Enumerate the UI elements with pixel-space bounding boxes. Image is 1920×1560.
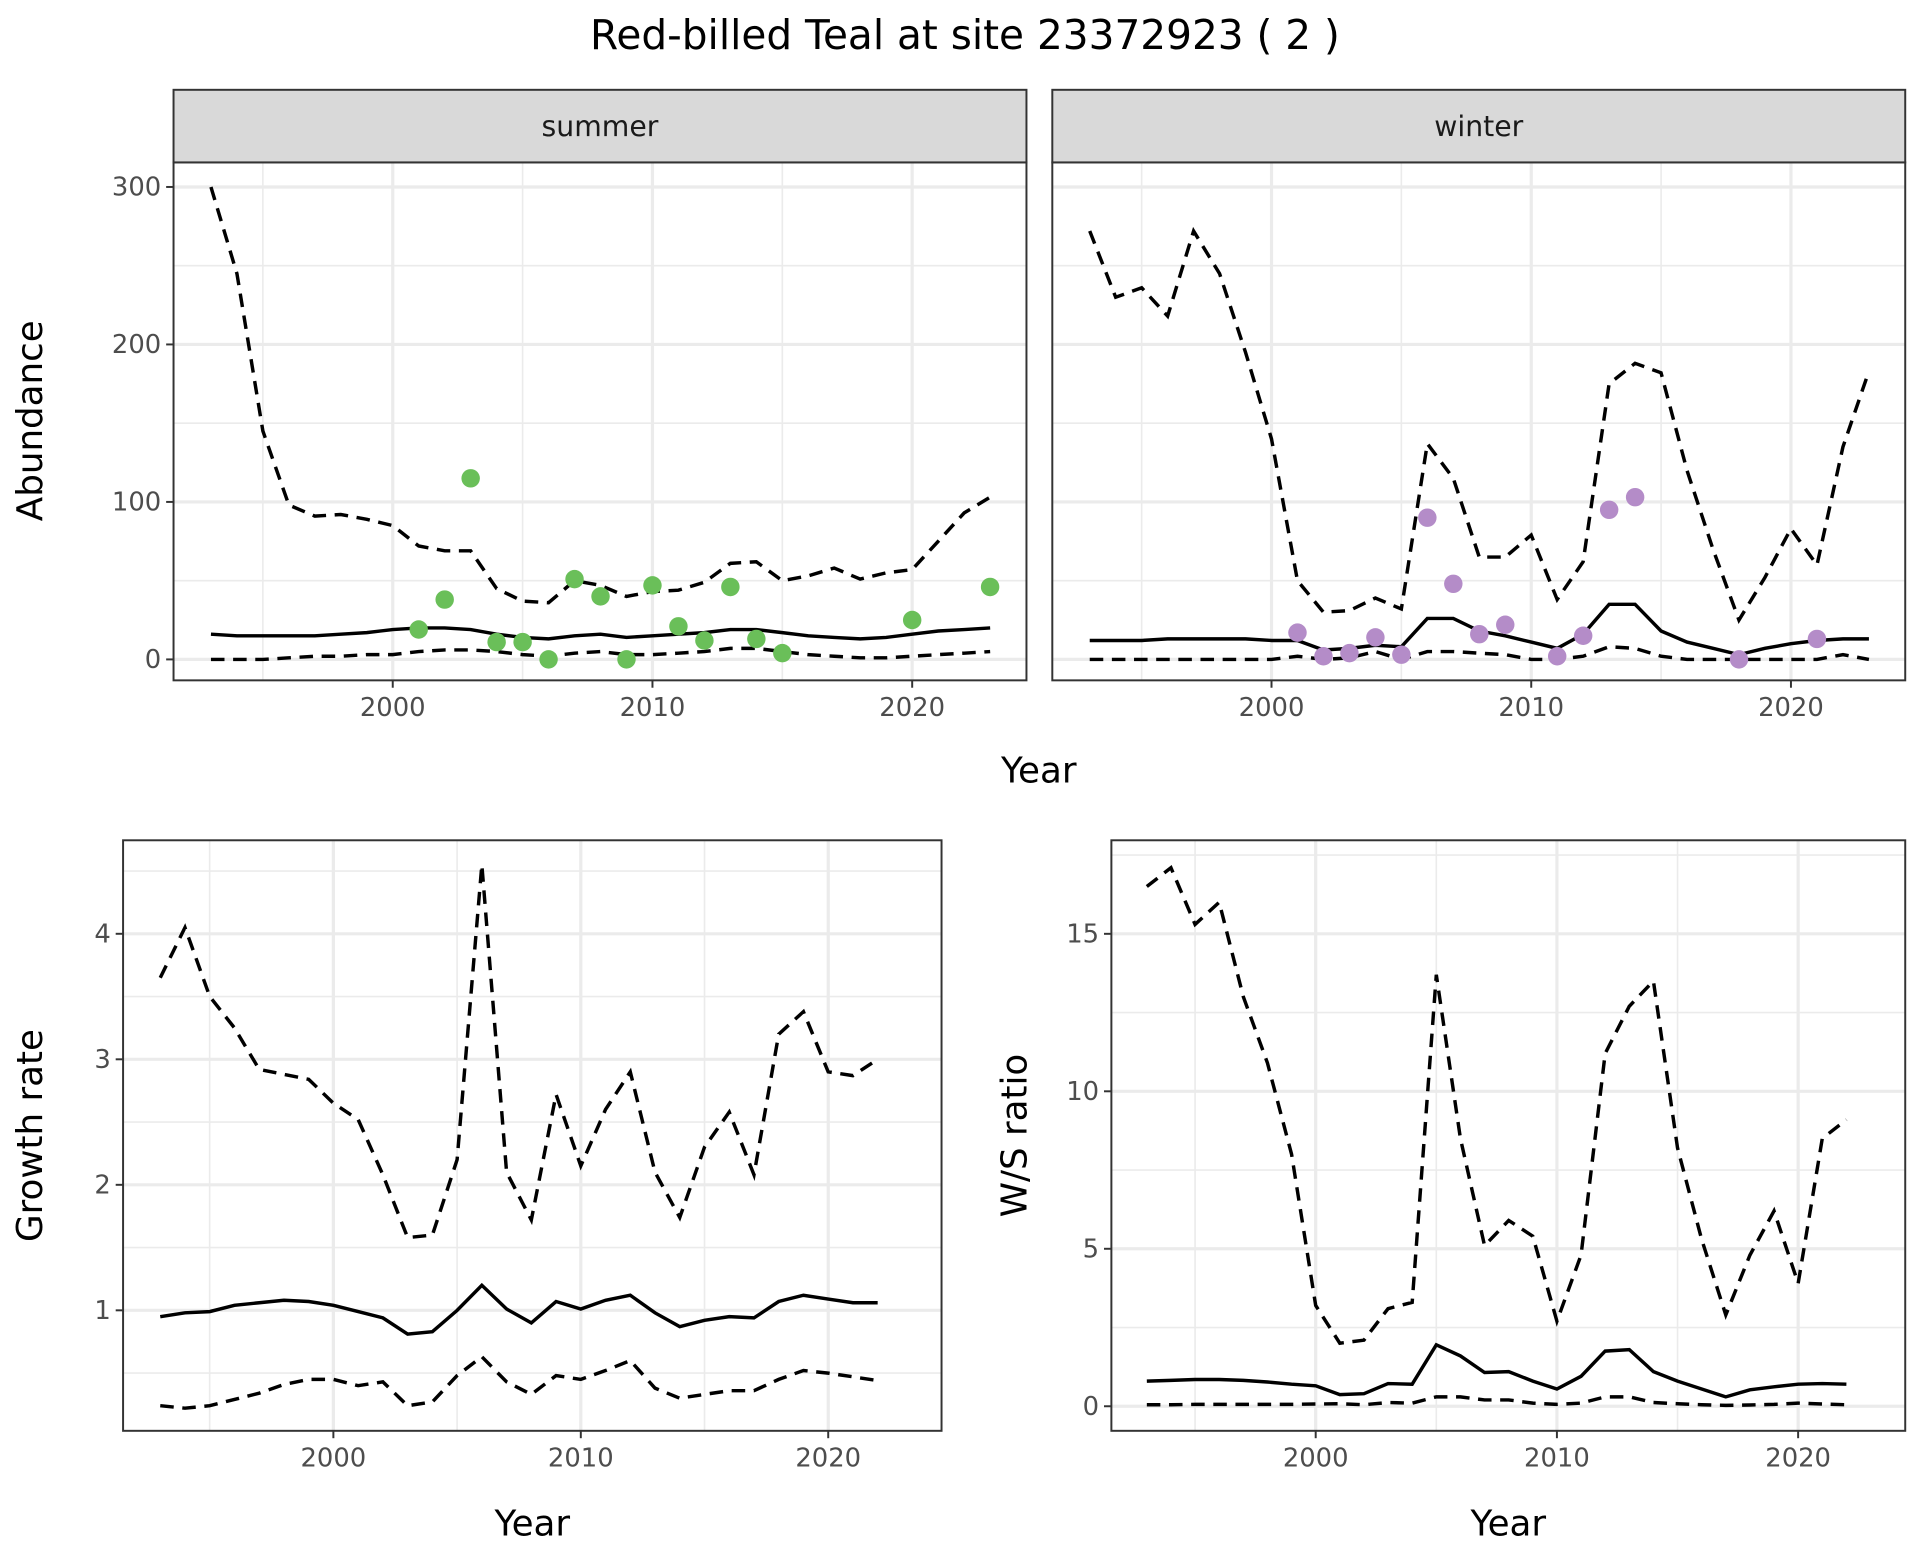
data-point [747,629,766,649]
data-point [643,576,662,595]
x-axis-label: Year [1470,1503,1547,1544]
x-tick-label: 2020 [879,693,945,723]
y-tick-label: 15 [1066,919,1099,949]
data-point [461,469,480,488]
series-line-upper [1088,226,1871,625]
chart-title: Red-billed Teal at site 23372923 ( 2 ) [590,11,1340,59]
data-point [487,632,506,652]
data-point [1547,647,1567,666]
y-tick-label: 3 [94,1045,110,1075]
data-point [1573,626,1593,646]
y-axis-label: Abundance [10,320,51,521]
y-tick-label: 100 [112,488,161,518]
facet-label: winter [1434,110,1523,143]
data-point [409,620,428,639]
facet-label: summer [542,110,659,143]
data-point [1314,647,1333,666]
panel-growth-rate: 2000 2010 2020 1 2 3 4 Year Growth rate [10,839,943,1544]
x-tick-label: 2010 [548,1444,614,1474]
data-point [1807,629,1827,649]
series-line-lower [160,1354,878,1410]
data-point [980,577,1000,597]
x-tick-label: 2020 [1758,693,1824,723]
data-point [1729,650,1749,669]
data-point [773,643,792,663]
x-tick-label: 2000 [1283,1444,1349,1474]
data-point [1392,645,1411,664]
data-point [669,617,688,636]
x-tick-label: 2000 [1239,693,1305,723]
facet-strip [172,88,1028,164]
data-point [695,631,714,650]
panel-border [1110,839,1907,1432]
x-tick-label: 2020 [795,1444,861,1474]
y-tick-label: 1 [94,1296,110,1326]
data-point [1366,628,1385,647]
y-tick-label: 0 [145,645,161,675]
facet-strip [1051,88,1907,164]
data-point [1625,487,1645,507]
series-line-mean [159,1282,878,1336]
data-point [539,650,558,669]
x-axis-label: Year [1000,750,1077,791]
data-point [1418,508,1437,527]
data-point [1340,643,1359,663]
panel-border [1051,161,1907,682]
data-point [902,610,922,630]
series-line-lower [1146,1395,1847,1408]
data-point [1444,574,1463,594]
x-tick-label: 2010 [1498,693,1564,723]
data-point [1470,624,1489,644]
y-tick-label: 200 [112,330,161,360]
series-line-upper [1145,864,1848,1346]
panel-summer: summer 2000 2010 2020 0 100 200 300 [112,88,1028,723]
series-line-mean [1146,1342,1847,1399]
data-point [565,569,584,589]
series-line-mean [210,626,991,641]
x-tick-label: 2000 [301,1444,367,1474]
panel-w-s-ratio: 2000 2010 2020 0 5 10 15 Year W/S ratio [994,839,1907,1544]
x-tick-label: 2000 [360,693,426,723]
y-tick-label: 0 [1083,1392,1099,1422]
series-line-upper [209,186,992,605]
data-point [591,587,610,606]
series-line-upper [158,864,879,1240]
data-point [1599,500,1619,520]
x-axis-label: Year [494,1503,571,1544]
x-tick-label: 2010 [620,693,686,723]
y-axis-label: Growth rate [10,1029,51,1242]
series-line-lower [210,646,991,662]
data-point [1288,623,1307,642]
data-point [1496,615,1515,634]
data-point [617,650,636,669]
x-tick-label: 2020 [1765,1444,1831,1474]
y-tick-label: 2 [94,1170,110,1200]
y-axis-label: W/S ratio [994,1054,1035,1217]
y-tick-label: 5 [1083,1234,1099,1264]
panel-winter: winter 2000 2010 2020 [1051,88,1907,723]
data-point [513,632,532,652]
panel-border [122,839,943,1432]
data-point [435,590,454,609]
y-tick-label: 10 [1066,1077,1099,1107]
y-tick-label: 300 [112,173,161,203]
y-tick-label: 4 [94,919,110,949]
x-tick-label: 2010 [1524,1444,1590,1474]
data-point [721,577,740,597]
